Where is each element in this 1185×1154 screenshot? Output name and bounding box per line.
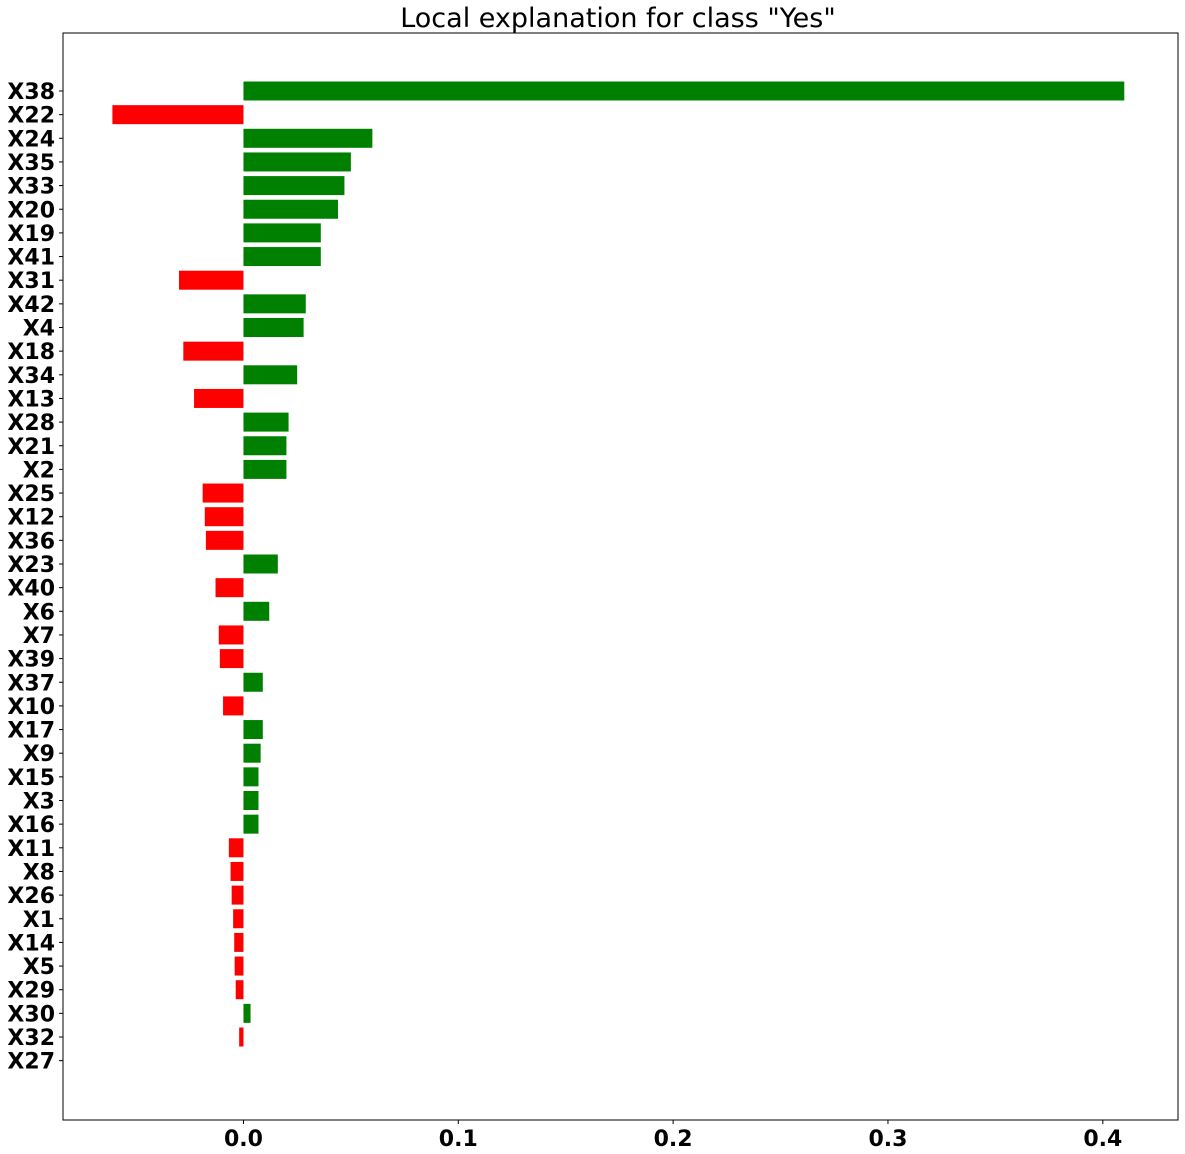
y-tick-label: X11 [7,837,55,862]
y-tick-label: X26 [7,884,55,909]
bar-x41 [243,247,321,267]
bar-x1 [233,909,244,929]
bar-x17 [243,720,263,740]
y-tick-label: X7 [23,624,55,649]
bar-x10 [223,696,244,716]
y-tick-label: X39 [7,648,55,673]
x-tick-label: 0.0 [224,1127,263,1152]
bar-x3 [243,791,259,810]
y-tick-label: X27 [7,1050,55,1075]
y-tick-label: X40 [7,577,55,602]
x-tick-label: 0.1 [439,1127,478,1152]
y-tick-label: X28 [7,411,55,436]
bar-x21 [243,436,287,456]
y-tick-label: X38 [7,80,55,105]
bar-x7 [218,625,244,645]
bar-x24 [243,128,373,148]
x-axis-ticks: 0.0 0.1 0.2 0.3 0.4 [224,1120,1122,1152]
y-tick-label: X15 [7,766,55,791]
bars-layer [112,81,1125,1047]
bar-x29 [235,980,244,1000]
y-tick-label: X18 [7,340,55,365]
bar-x20 [243,199,338,219]
bar-x33 [243,176,345,196]
y-tick-label: X19 [7,222,55,247]
chart-title: Local explanation for class "Yes" [400,3,836,34]
bar-x16 [243,814,259,834]
y-tick-label: X2 [23,458,55,483]
bar-x37 [243,672,263,692]
bar-x6 [243,601,270,621]
bar-x11 [228,838,244,858]
bar-x28 [243,412,289,432]
bar-x13 [194,388,244,408]
bar-x32 [239,1027,244,1047]
axes-frame [62,32,1179,1121]
bar-x30 [243,1003,251,1023]
y-tick-label: X21 [7,435,55,460]
bar-x14 [234,932,244,952]
y-tick-label: X34 [7,364,55,389]
x-tick-label: 0.4 [1083,1127,1122,1152]
bar-x8 [230,861,244,881]
y-tick-label: X4 [23,317,55,342]
bar-x39 [219,649,244,669]
bar-x18 [183,341,244,361]
bar-x19 [243,223,321,243]
bar-x35 [243,152,351,172]
y-tick-label: X36 [7,529,55,554]
bar-x23 [243,554,278,574]
y-tick-label: X41 [7,246,55,271]
bar-x9 [243,743,261,763]
y-tick-label: X1 [23,908,55,933]
y-tick-label: X37 [7,671,55,696]
y-tick-label: X35 [7,151,55,176]
y-tick-label: X23 [7,553,55,578]
y-tick-label: X24 [7,127,55,152]
y-tick-label: X42 [7,293,55,318]
bar-x4 [243,318,304,337]
y-tick-label: X8 [23,860,55,885]
bar-x15 [243,767,259,787]
bar-x36 [205,530,244,550]
x-tick-label: 0.2 [654,1127,693,1152]
y-tick-label: X20 [7,198,55,223]
bar-x34 [243,365,298,385]
y-tick-label: X30 [7,1002,55,1027]
bar-x5 [234,956,244,976]
y-tick-label: X17 [7,719,55,744]
bar-x31 [179,270,244,290]
y-tick-label: X13 [7,387,55,412]
y-tick-label: X22 [7,104,55,129]
bar-x40 [215,578,244,598]
y-tick-label: X10 [7,695,55,720]
y-tick-label: X29 [7,979,55,1004]
y-tick-label: X9 [23,742,55,767]
y-tick-label: X16 [7,813,55,838]
y-tick-label: X5 [23,955,55,980]
y-tick-label: X33 [7,175,55,200]
bar-x38 [243,81,1125,101]
y-tick-label: X32 [7,1026,55,1051]
bar-x12 [204,507,244,527]
y-tick-label: X3 [23,790,55,815]
bar-x42 [243,294,306,314]
y-axis-ticks: X38X22X24X35X33X20X19X41X31X42X4X18X34X1… [7,80,63,1075]
x-tick-label: 0.3 [868,1127,907,1152]
y-tick-label: X31 [7,269,55,294]
bar-x26 [231,885,244,905]
y-tick-label: X25 [7,482,55,507]
y-tick-label: X14 [7,931,55,956]
bar-x2 [243,459,287,479]
bar-x22 [112,105,244,125]
y-tick-label: X6 [23,600,55,625]
bar-x25 [202,483,244,503]
y-tick-label: X12 [7,506,55,531]
